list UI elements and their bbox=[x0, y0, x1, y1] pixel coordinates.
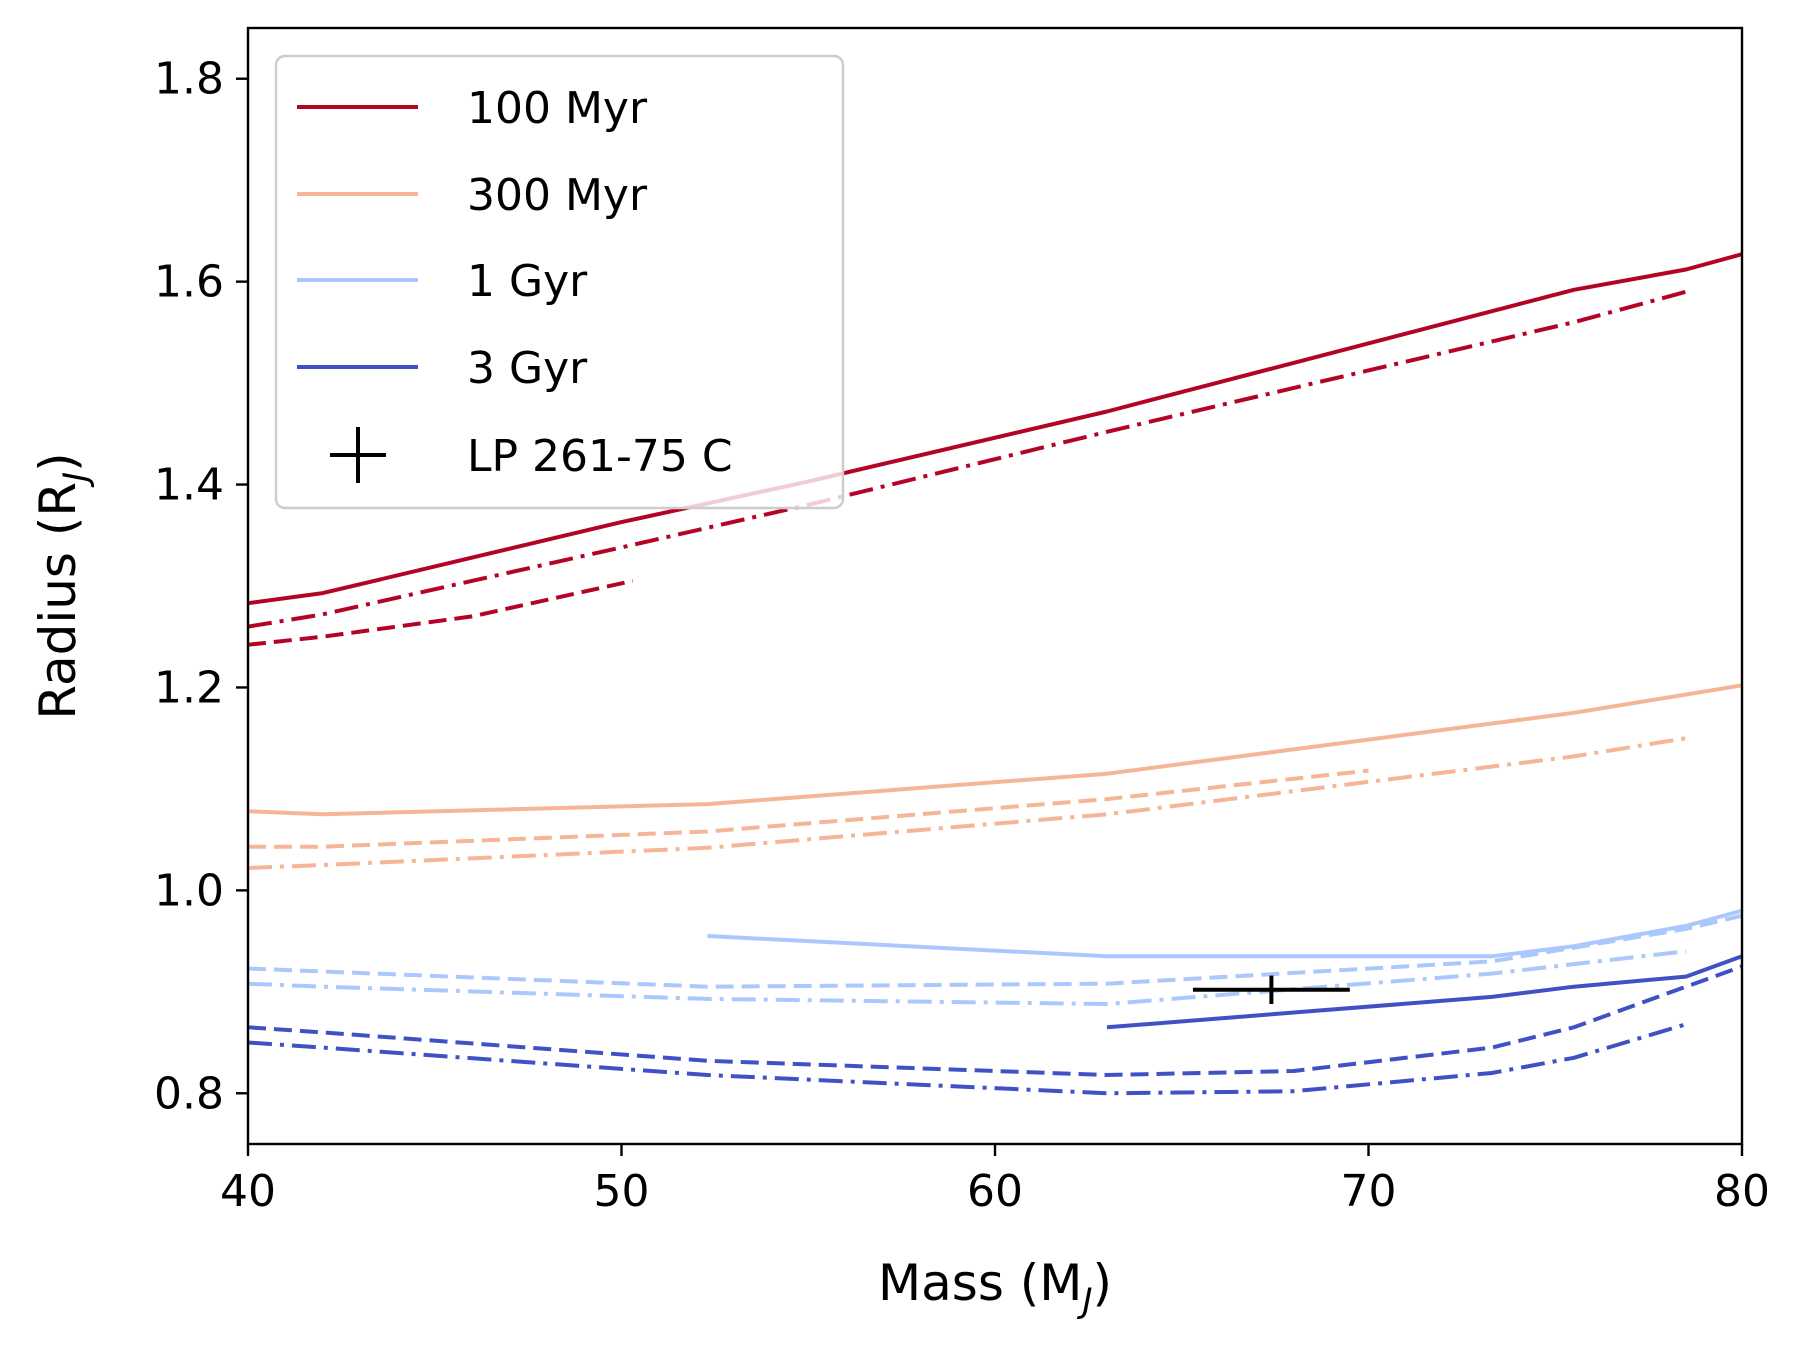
legend-entry-300-myr: 300 Myr bbox=[297, 170, 648, 221]
series-line-3-gyr-dashed bbox=[248, 964, 1742, 1077]
y-axis: 0.8 1.0 1.2 1.4 1.6 1.8 bbox=[154, 54, 248, 1119]
legend-entry-1-gyr: 1 Gyr bbox=[297, 256, 588, 307]
legend-label-100-myr: 100 Myr bbox=[467, 83, 648, 134]
legend-entry-100-myr: 100 Myr bbox=[297, 83, 648, 134]
series-line-3-gyr-dash-dot bbox=[248, 1022, 1687, 1096]
y-tick-label: 1.2 bbox=[154, 662, 224, 713]
series-line-1-gyr-dashed bbox=[248, 913, 1742, 989]
y-tick-label: 1.8 bbox=[154, 54, 224, 105]
legend-entry-3-gyr: 3 Gyr bbox=[297, 343, 588, 394]
series-line-100-myr-solid bbox=[248, 252, 1742, 606]
x-axis-title: Mass (MJ) bbox=[878, 1254, 1112, 1321]
y-tick-label: 0.8 bbox=[154, 1068, 224, 1119]
data-points-layer bbox=[1192, 975, 1350, 1004]
legend-label-lp-261-75-c: LP 261-75 C bbox=[467, 431, 733, 482]
x-tick-label: 60 bbox=[967, 1166, 1023, 1217]
legend-box bbox=[274, 54, 845, 510]
y-tick-label: 1.0 bbox=[154, 865, 224, 916]
x-tick-label: 50 bbox=[594, 1166, 650, 1217]
series-line-1-gyr-dash-dot bbox=[248, 949, 1687, 1006]
series-line-300-myr-dash-dot bbox=[248, 736, 1687, 870]
legend-label-1-gyr: 1 Gyr bbox=[467, 256, 588, 307]
y-axis-title: Radius (RJ) bbox=[29, 452, 96, 719]
x-tick-label: 70 bbox=[1341, 1166, 1397, 1217]
x-tick-label: 80 bbox=[1714, 1166, 1770, 1217]
x-tick-label: 40 bbox=[220, 1166, 276, 1217]
legend: 100 Myr 300 Myr 1 Gyr 3 Gyr LP 261-75 C bbox=[274, 54, 845, 510]
series-line-1-gyr-solid bbox=[707, 908, 1742, 959]
legend-label-300-myr: 300 Myr bbox=[467, 170, 648, 221]
y-tick-label: 1.4 bbox=[154, 460, 224, 511]
legend-label-3-gyr: 3 Gyr bbox=[467, 343, 588, 394]
data-point-lp-261-75-c bbox=[1192, 975, 1350, 1004]
series-line-300-myr-dashed bbox=[248, 768, 1369, 849]
legend-entry-lp-261-75-c: LP 261-75 C bbox=[330, 427, 733, 483]
series-line-100-myr-dashed bbox=[248, 578, 634, 647]
series-line-300-myr-solid bbox=[248, 683, 1742, 817]
x-axis: 40 50 60 70 80 bbox=[220, 1144, 1770, 1217]
y-tick-label: 1.6 bbox=[154, 257, 224, 308]
series-line-3-gyr-solid bbox=[1106, 954, 1742, 1030]
